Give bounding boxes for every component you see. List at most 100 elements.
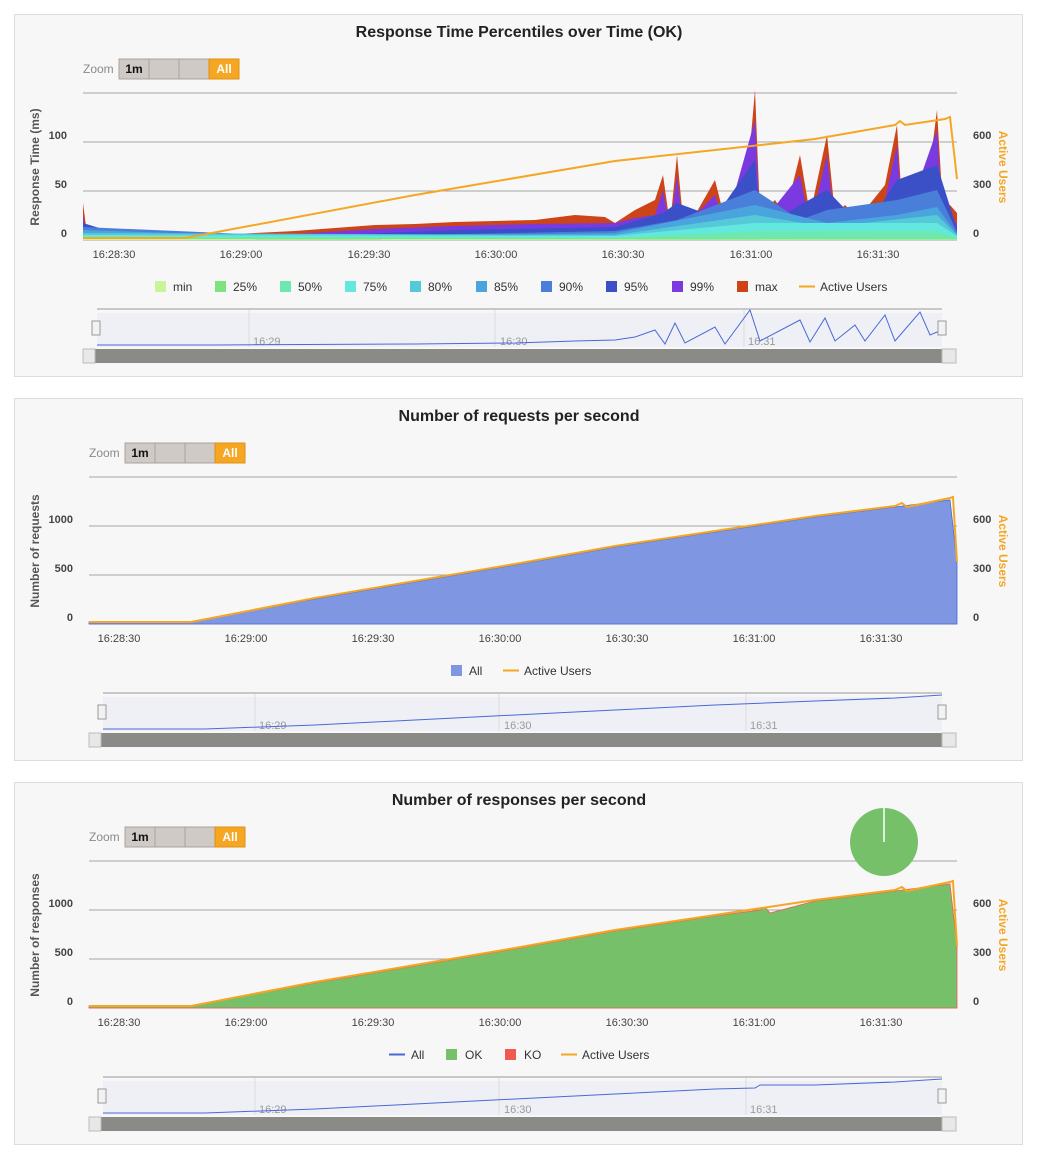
legend-label[interactable]: min: [173, 280, 192, 294]
y-tick: 0: [61, 228, 67, 240]
x-tick: 16:30:00: [475, 249, 518, 261]
x-tick: 16:29:30: [348, 249, 391, 261]
legend-label[interactable]: 85%: [494, 280, 518, 294]
x-axis: 16:28:30 16:29:00 16:29:30 16:30:00 16:3…: [98, 633, 903, 645]
legend-label[interactable]: Active Users: [524, 664, 591, 678]
navigator[interactable]: 16:29 16:30 16:31: [88, 692, 957, 748]
x-tick: 16:31:00: [733, 1017, 776, 1029]
legend-label[interactable]: 25%: [233, 280, 257, 294]
x-tick: 16:30:30: [602, 249, 645, 261]
x-tick: 16:29:30: [352, 1017, 395, 1029]
y2-tick: 0: [973, 228, 979, 240]
x-axis: 16:28:30 16:29:00 16:29:30 16:30:00 16:3…: [93, 249, 900, 261]
scroll-right-button[interactable]: [941, 348, 957, 364]
nav-tick: 16:30: [504, 720, 532, 732]
x-tick: 16:28:30: [93, 249, 136, 261]
y2-axis-label: Active Users: [996, 515, 1010, 588]
legend-swatch-90[interactable]: [541, 281, 552, 292]
x-tick: 16:31:00: [730, 249, 773, 261]
nav-handle-right[interactable]: [937, 704, 947, 720]
nav-tick: 16:29: [259, 1104, 287, 1116]
scrollbar-track[interactable]: [101, 733, 942, 747]
legend-label[interactable]: All: [411, 1048, 424, 1062]
nav-handle-left[interactable]: [97, 704, 107, 720]
chart-title: Number of requests per second: [399, 408, 640, 425]
x-tick: 16:28:30: [98, 633, 141, 645]
nav-handle-left[interactable]: [91, 320, 101, 336]
y-tick: 100: [49, 130, 67, 142]
zoom-btn-3[interactable]: [184, 442, 216, 464]
scroll-right-button[interactable]: [941, 1116, 957, 1132]
nav-handle-right[interactable]: [937, 320, 947, 336]
legend-swatch-max[interactable]: [737, 281, 748, 292]
scroll-left-button[interactable]: [82, 348, 96, 364]
legend-swatch-95[interactable]: [606, 281, 617, 292]
pie-ok-ko: [850, 808, 918, 876]
y2-axis-label: Active Users: [996, 131, 1010, 204]
legend-label[interactable]: OK: [465, 1048, 482, 1062]
legend-label[interactable]: Active Users: [582, 1048, 649, 1062]
zoom-all-label: All: [222, 830, 237, 844]
nav-handle-left[interactable]: [97, 1088, 107, 1104]
x-tick: 16:30:30: [606, 1017, 649, 1029]
legend-label[interactable]: 95%: [624, 280, 648, 294]
nav-tick: 16:30: [504, 1104, 532, 1116]
nav-handle-right[interactable]: [937, 1088, 947, 1104]
zoom-label: Zoom: [89, 446, 120, 460]
series-p50-area: [83, 231, 957, 240]
zoom-btn-3[interactable]: [178, 58, 210, 80]
zoom-btn-2[interactable]: [154, 826, 186, 848]
legend: All Active Users: [451, 664, 591, 678]
legend-label[interactable]: All: [469, 664, 482, 678]
percentile-areas: [83, 90, 957, 240]
legend-label[interactable]: 50%: [298, 280, 322, 294]
legend-swatch-75[interactable]: [345, 281, 356, 292]
zoom-all-label: All: [216, 62, 231, 76]
zoom-btn-3[interactable]: [184, 826, 216, 848]
x-tick: 16:29:30: [352, 633, 395, 645]
navigator[interactable]: 16:29 16:30 16:31: [82, 308, 957, 364]
scroll-right-button[interactable]: [941, 732, 957, 748]
zoom-btn-2[interactable]: [154, 442, 186, 464]
response-time-panel: Response Time Percentiles over Time (OK)…: [14, 14, 1023, 377]
x-tick: 16:29:00: [220, 249, 263, 261]
navigator[interactable]: 16:29 16:30 16:31: [88, 1076, 957, 1132]
legend-swatch-25[interactable]: [215, 281, 226, 292]
legend-swatch-ok[interactable]: [446, 1049, 457, 1060]
zoom-all-button[interactable]: [208, 58, 240, 80]
legend-label[interactable]: 80%: [428, 280, 452, 294]
legend-swatch-99[interactable]: [672, 281, 683, 292]
y-tick: 0: [67, 996, 73, 1008]
zoom-btn-2[interactable]: [148, 58, 180, 80]
legend-swatch-80[interactable]: [410, 281, 421, 292]
legend-swatch-85[interactable]: [476, 281, 487, 292]
nav-tick: 16:31: [748, 336, 776, 348]
zoom-all-button[interactable]: [214, 442, 246, 464]
zoom-all-button[interactable]: [214, 826, 246, 848]
series-min-area: [83, 239, 957, 240]
scrollbar-track[interactable]: [95, 349, 942, 363]
legend-swatch-min[interactable]: [155, 281, 166, 292]
scroll-left-button[interactable]: [88, 1116, 102, 1132]
x-tick: 16:30:30: [606, 633, 649, 645]
legend-label[interactable]: max: [755, 280, 778, 294]
x-tick: 16:30:00: [479, 633, 522, 645]
x-axis: 16:28:30 16:29:00 16:29:30 16:30:00 16:3…: [98, 1017, 903, 1029]
legend-label[interactable]: 90%: [559, 280, 583, 294]
y2-tick: 600: [973, 130, 991, 142]
legend-label[interactable]: 75%: [363, 280, 387, 294]
legend: min 25% 50% 75% 80% 85% 90% 95% 99% max …: [155, 280, 887, 294]
legend-label[interactable]: Active Users: [820, 280, 887, 294]
active-users-line: [89, 495, 958, 623]
legend-label[interactable]: KO: [524, 1048, 541, 1062]
y-tick: 500: [55, 563, 73, 575]
y-axis-label: Number of responses: [28, 873, 42, 997]
y-tick: 1000: [49, 514, 73, 526]
scrollbar-track[interactable]: [101, 1117, 942, 1131]
legend-swatch-50[interactable]: [280, 281, 291, 292]
x-tick: 16:31:30: [857, 249, 900, 261]
scroll-left-button[interactable]: [88, 732, 102, 748]
legend-swatch-all[interactable]: [451, 665, 462, 676]
legend-swatch-ko[interactable]: [505, 1049, 516, 1060]
legend-label[interactable]: 99%: [690, 280, 714, 294]
